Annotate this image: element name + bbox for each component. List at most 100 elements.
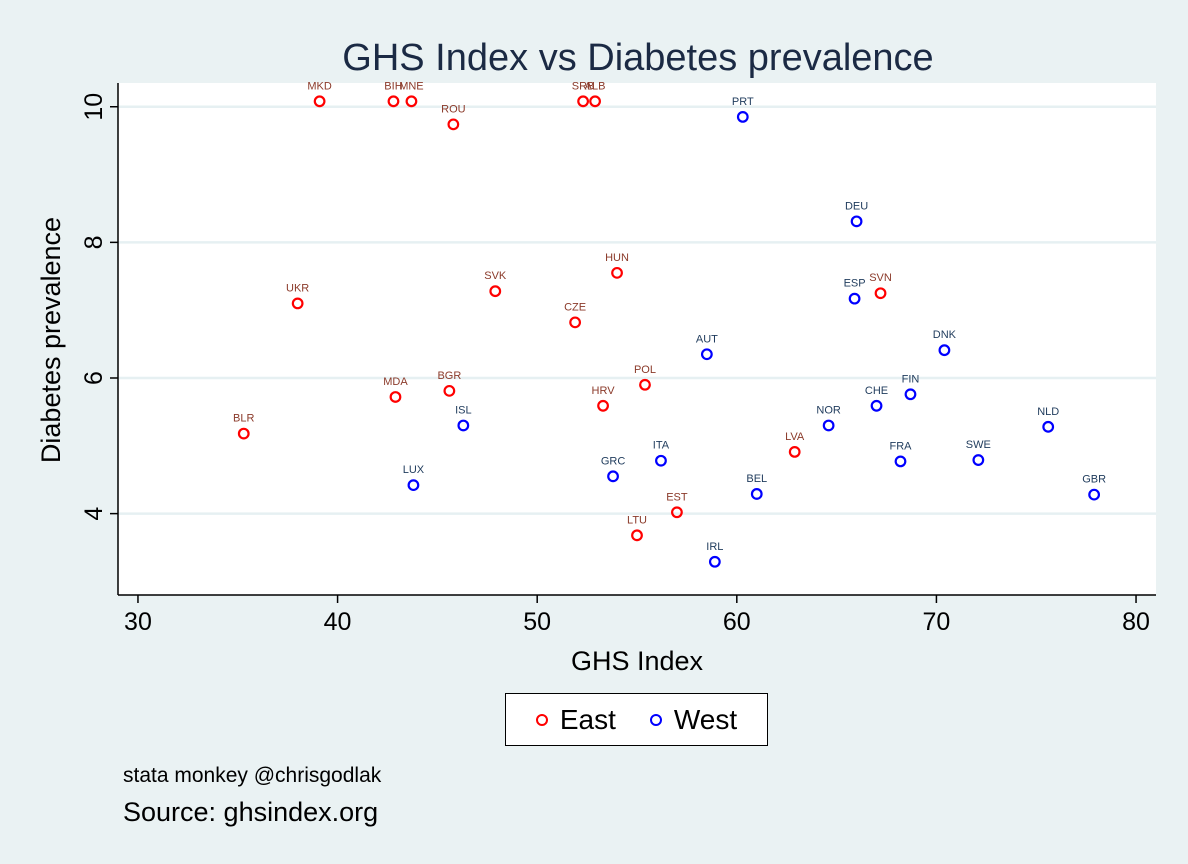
point-label-lva: LVA <box>785 431 805 443</box>
point-label-nor: NOR <box>816 404 841 416</box>
point-label-mne: MNE <box>399 80 423 92</box>
point-label-irl: IRL <box>706 541 723 553</box>
scatter-point-east-rou <box>447 118 460 131</box>
scatter-point-east-blr <box>237 427 250 440</box>
legend-label-west: West <box>673 703 738 735</box>
point-label-prt: PRT <box>732 96 754 108</box>
scatter-point-east-mda <box>389 391 402 403</box>
point-label-hun: HUN <box>605 252 629 264</box>
grid-lines <box>118 105 1156 515</box>
point-label-bgr: BGR <box>437 370 461 382</box>
point-label-srb: SRB <box>572 80 595 92</box>
point-label-swe: SWE <box>966 439 991 451</box>
scatter-point-east-mne <box>405 95 418 108</box>
point-label-bih: BIH <box>384 80 402 92</box>
scatter-point-east-hrv <box>597 399 609 412</box>
x-tick-label: 80 <box>1122 608 1150 636</box>
y-tick-label: 6 <box>80 371 108 385</box>
point-label-fin: FIN <box>902 373 920 385</box>
point-label-nld: NLD <box>1037 406 1059 418</box>
point-label-rou: ROU <box>441 103 466 115</box>
y-axis-label: Diabetes prevalence <box>36 217 66 463</box>
point-label-lux: LUX <box>403 464 425 476</box>
author-note: stata monkey @chrisgodlak <box>123 764 382 787</box>
point-label-ita: ITA <box>653 440 670 452</box>
x-tick-label: 40 <box>324 608 352 636</box>
scatter-point-west-dnk <box>938 344 951 357</box>
legend-entry-west: West <box>649 703 738 736</box>
scatter-point-east-bgr <box>443 384 456 397</box>
x-tick-label: 70 <box>923 608 951 636</box>
x-axis-label: GHS Index <box>571 646 704 676</box>
x-tick-label: 60 <box>723 608 751 636</box>
source-note: Source: ghsindex.org <box>123 797 379 827</box>
y-tick-label: 4 <box>80 507 108 521</box>
scatter-point-west-grc <box>607 470 619 483</box>
point-label-ltu: LTU <box>627 514 647 526</box>
scatter-point-east-alb <box>589 95 601 108</box>
legend-marker-west-icon <box>649 713 662 726</box>
scatter-point-east-mkd <box>313 95 326 108</box>
scatter-point-west-nor <box>822 419 835 432</box>
point-label-fra: FRA <box>889 440 912 452</box>
scatter-point-west-nld <box>1042 420 1055 433</box>
x-tick-label: 50 <box>523 608 551 636</box>
scatter-point-west-aut <box>700 348 713 361</box>
plot-area <box>118 83 1156 595</box>
scatter-point-west-prt <box>736 111 749 123</box>
scatter-point-west-deu <box>850 215 863 228</box>
scatter-point-east-pol <box>639 378 651 391</box>
point-label-che: CHE <box>865 385 888 397</box>
point-label-svk: SVK <box>484 270 507 282</box>
y-tick-label: 8 <box>80 235 108 249</box>
point-label-deu: DEU <box>845 200 868 212</box>
scatter-point-east-lva <box>788 446 801 458</box>
scatter-point-east-ukr <box>291 297 304 310</box>
point-label-cze: CZE <box>564 301 586 313</box>
scatter-point-east-srb <box>577 95 590 108</box>
scatter-point-west-gbr <box>1088 488 1101 501</box>
x-tick-label: 30 <box>124 608 152 636</box>
scatter-point-west-swe <box>972 454 985 466</box>
chart-title: GHS Index vs Diabetes prevalence <box>342 37 933 79</box>
scatter-point-west-lux <box>407 479 420 492</box>
scatter-point-west-che <box>870 399 883 412</box>
legend-marker-east-icon <box>535 713 548 726</box>
point-label-pol: POL <box>634 364 656 376</box>
point-label-gbr: GBR <box>1082 474 1106 486</box>
scatter-point-west-fin <box>904 388 917 401</box>
point-label-hrv: HRV <box>592 385 616 397</box>
scatter-point-west-isl <box>457 419 470 432</box>
scatter-point-west-fra <box>894 455 907 468</box>
scatter-point-west-bel <box>750 488 763 500</box>
point-label-mda: MDA <box>383 376 408 388</box>
scatter-point-east-svn <box>874 287 887 300</box>
point-label-blr: BLR <box>233 413 254 425</box>
scatter-point-east-cze <box>569 316 582 329</box>
point-label-grc: GRC <box>601 455 626 467</box>
point-label-bel: BEL <box>746 473 767 485</box>
point-label-ukr: UKR <box>286 282 309 294</box>
y-tick-label: 10 <box>80 93 108 121</box>
legend: East West <box>505 693 768 746</box>
legend-entry-east: East <box>535 703 616 736</box>
scatter-point-east-hun <box>611 266 623 279</box>
point-label-dnk: DNK <box>933 329 957 341</box>
point-label-esp: ESP <box>844 278 866 290</box>
point-label-est: EST <box>666 491 688 503</box>
scatter-point-west-ita <box>655 454 667 467</box>
point-label-svn: SVN <box>869 272 892 284</box>
point-label-mkd: MKD <box>307 80 332 92</box>
point-label-alb: ALB <box>585 80 606 92</box>
scatter-point-west-esp <box>848 292 861 305</box>
legend-label-east: East <box>559 703 616 735</box>
axis-ticks: 4 6 8 10 30 40 50 60 70 80 <box>80 93 1150 636</box>
point-label-aut: AUT <box>696 333 718 345</box>
scatter-point-east-bih <box>387 95 400 108</box>
point-label-isl: ISL <box>455 404 472 416</box>
scatter-point-west-irl <box>708 555 721 568</box>
scatter-point-east-est <box>671 506 683 519</box>
scatter-point-east-svk <box>489 285 502 298</box>
